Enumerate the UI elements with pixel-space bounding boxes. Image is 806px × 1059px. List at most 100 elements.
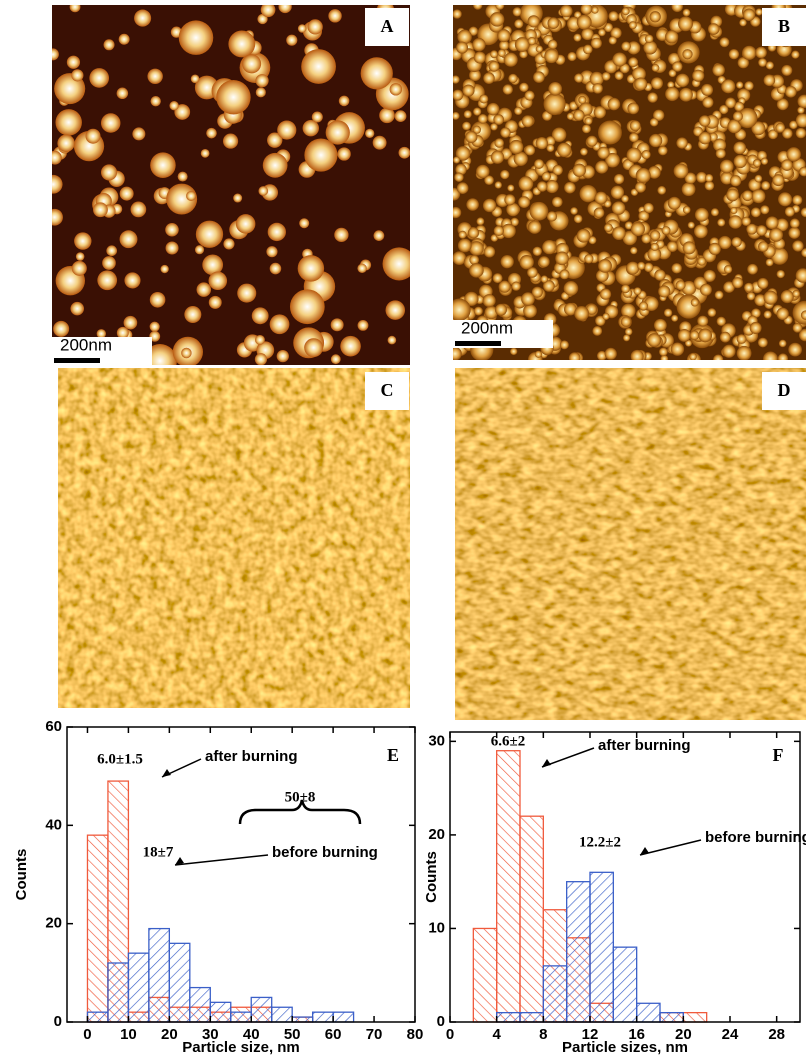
grain — [644, 263, 653, 272]
grain — [374, 230, 385, 241]
grain — [720, 332, 731, 343]
panel-label: D — [778, 380, 791, 400]
grain — [383, 247, 416, 280]
grain — [361, 57, 393, 89]
grain — [70, 302, 84, 316]
grain — [286, 35, 297, 46]
bar — [683, 1013, 706, 1022]
grain — [473, 107, 481, 115]
grain — [255, 74, 268, 87]
grain — [312, 112, 323, 123]
grain — [564, 281, 579, 296]
grain — [592, 83, 602, 93]
grain — [667, 241, 678, 252]
grain — [647, 92, 657, 102]
grain — [328, 9, 341, 22]
grain — [256, 87, 266, 97]
grain — [454, 173, 463, 182]
grain — [547, 17, 559, 29]
grain — [53, 321, 69, 337]
grain — [615, 71, 624, 80]
grain — [511, 282, 520, 291]
grain — [518, 196, 530, 208]
grain — [521, 292, 535, 306]
grain — [707, 308, 716, 317]
bar — [313, 1012, 333, 1022]
grain — [538, 256, 549, 267]
grain — [331, 354, 341, 364]
grain — [658, 285, 670, 297]
grain — [101, 113, 120, 132]
grain — [689, 353, 696, 360]
grain — [682, 49, 692, 59]
grain — [629, 21, 637, 29]
x-tick-label: 8 — [539, 1026, 547, 1043]
grain — [515, 37, 530, 52]
grain — [479, 94, 488, 103]
grain — [457, 182, 469, 194]
grain — [712, 64, 725, 77]
grain — [678, 16, 693, 31]
grain — [636, 168, 651, 183]
grain — [501, 255, 514, 268]
x-tick-label: 10 — [120, 1026, 137, 1043]
grain — [729, 49, 739, 59]
scale-bar — [54, 358, 100, 363]
grain — [567, 52, 576, 61]
grain — [236, 214, 256, 234]
grain — [548, 40, 558, 50]
grain — [739, 19, 746, 26]
grain — [478, 114, 488, 124]
grain — [721, 79, 735, 93]
grain — [751, 189, 765, 203]
grain — [614, 174, 624, 184]
grain — [742, 217, 751, 226]
grain — [786, 147, 800, 161]
grain — [483, 72, 495, 84]
grain — [339, 96, 350, 107]
grain — [785, 207, 795, 217]
grain — [209, 271, 228, 290]
x-tick-label: 28 — [768, 1026, 785, 1043]
grain — [736, 81, 743, 88]
grain — [462, 85, 474, 97]
grain — [744, 283, 754, 293]
grain — [677, 294, 701, 318]
scale-bar-label: 200nm — [461, 318, 513, 337]
grain — [277, 120, 296, 139]
grain — [388, 336, 397, 345]
grain — [580, 148, 588, 156]
grain — [255, 335, 265, 345]
grain — [724, 265, 732, 273]
grain — [722, 345, 735, 358]
grain — [790, 218, 800, 228]
grain — [635, 182, 646, 193]
grain — [169, 101, 178, 110]
grain — [523, 304, 537, 318]
grain — [760, 205, 769, 214]
arrow — [175, 855, 268, 865]
grain — [120, 187, 134, 201]
grain — [161, 265, 169, 273]
grain — [683, 9, 691, 17]
grain — [570, 207, 578, 215]
grain — [237, 284, 256, 303]
grain — [697, 316, 708, 327]
scale-bar — [455, 341, 501, 346]
bar — [210, 1002, 230, 1022]
grain — [520, 255, 534, 269]
grain — [695, 208, 709, 222]
grain — [719, 37, 729, 47]
y-tick-label: 40 — [45, 816, 62, 833]
grain — [544, 93, 566, 115]
grain — [106, 245, 117, 256]
grain — [101, 164, 117, 180]
grain — [650, 118, 659, 127]
grain — [781, 159, 793, 171]
bar — [333, 1012, 353, 1022]
grain — [630, 120, 641, 131]
grain — [498, 49, 506, 57]
grain — [542, 172, 551, 181]
bar — [567, 882, 590, 1022]
grain — [637, 262, 645, 270]
